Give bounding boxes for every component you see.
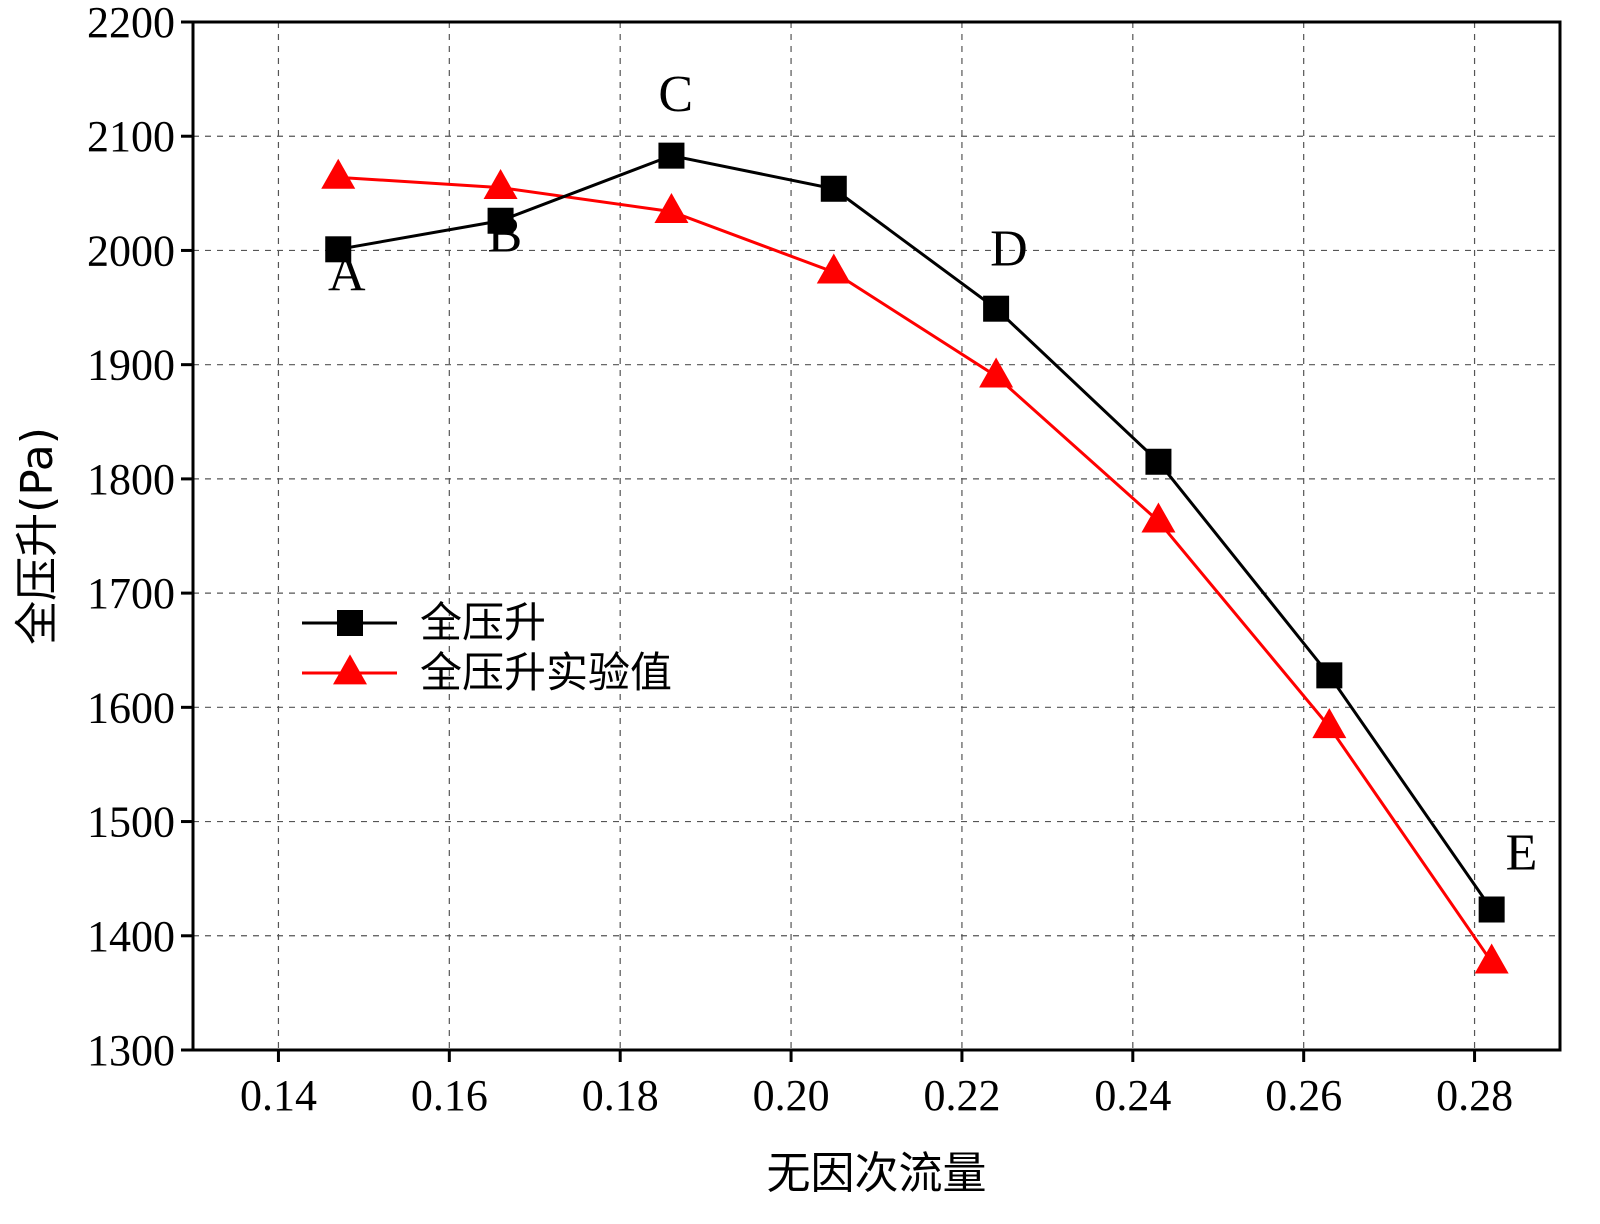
y-tick-label: 1800 [87, 455, 175, 504]
y-tick-label: 2000 [87, 226, 175, 275]
point-label: E [1506, 825, 1538, 882]
x-tick-label: 0.26 [1265, 1071, 1342, 1120]
point-label: A [328, 245, 366, 302]
x-tick-label: 0.24 [1094, 1071, 1171, 1120]
y-tick-label: 1300 [87, 1026, 175, 1075]
data-point [983, 295, 1010, 322]
data-point [979, 357, 1014, 388]
point-annotations: A B C D E [328, 66, 1537, 881]
plot-frame [191, 20, 1562, 1052]
legend-label: 全压升 [420, 598, 546, 647]
legend-label: 全压升实验值 [420, 648, 672, 697]
x-tick-label: 0.14 [240, 1071, 317, 1120]
y-tick-label: 1900 [87, 341, 175, 390]
y-tick-label: 1600 [87, 683, 175, 732]
legend-marker [333, 654, 367, 685]
point-label: B [488, 207, 523, 264]
x-tick-label: 0.22 [923, 1071, 1000, 1120]
y-tick-label: 1400 [87, 912, 175, 961]
series-line [337, 154, 1493, 911]
data-point [321, 158, 356, 189]
data-point [1145, 448, 1172, 475]
y-tick-label: 2100 [87, 112, 175, 161]
data-point [816, 253, 851, 284]
data-point [487, 207, 514, 234]
series-layer [321, 142, 1509, 974]
y-tick-label: 1500 [87, 798, 175, 847]
x-tick-label: 0.20 [753, 1071, 830, 1120]
y-tick-label: 1700 [87, 569, 175, 618]
data-point [1141, 502, 1176, 533]
point-label: C [658, 66, 693, 123]
data-point [1316, 662, 1343, 689]
grid-lines [193, 22, 1560, 1050]
legend-marker [337, 610, 363, 636]
data-point [654, 193, 689, 224]
data-point [658, 142, 685, 169]
x-axis-title: 无因次流量 [767, 1148, 987, 1199]
data-point [1312, 708, 1347, 739]
x-tick-label: 0.28 [1436, 1071, 1513, 1120]
series-line [338, 175, 1493, 963]
data-point [325, 236, 352, 263]
point-label: D [990, 220, 1028, 277]
x-tick-label: 0.16 [411, 1071, 488, 1120]
data-point [1478, 896, 1505, 923]
data-point [820, 175, 847, 202]
y-axis-title: 全压升(Pa) [12, 427, 63, 645]
data-point [483, 169, 518, 200]
x-tick-label: 0.18 [582, 1071, 659, 1120]
data-point [1474, 943, 1509, 974]
axis-ticks: 0.14 0.16 0.18 0.20 0.22 0.24 0.26 0.28 1300 1400… [87, 0, 1513, 1120]
y-tick-label: 2200 [87, 0, 175, 47]
